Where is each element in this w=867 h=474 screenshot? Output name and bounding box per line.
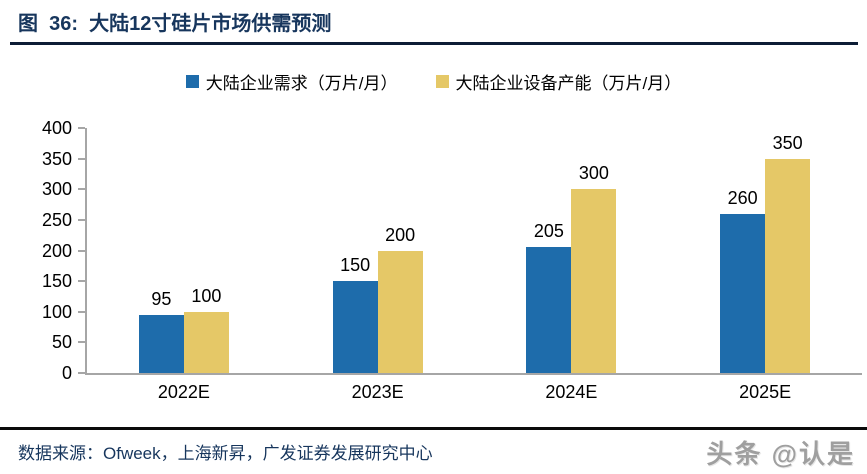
y-axis-label: 250 <box>41 209 72 230</box>
y-axis-tick <box>78 372 85 374</box>
watermark-text: 头条 @认是 <box>706 439 855 469</box>
legend-swatch-capacity <box>435 75 449 88</box>
bar-value-label: 100 <box>191 285 222 306</box>
bar-group-2023E: 150 200 2023E <box>281 128 475 402</box>
y-axis: 0 50 100 150 200 250 300 350 400 <box>0 118 85 383</box>
y-axis-label: 400 <box>41 118 72 138</box>
bar-demand-2022E: 95 <box>138 289 184 373</box>
legend-item-demand: 大陆企业需求（万片/月） <box>185 69 398 94</box>
x-axis-label-2024E: 2024E <box>545 382 598 402</box>
y-axis-tick <box>78 310 85 313</box>
y-axis-label: 200 <box>41 240 72 261</box>
bar-value-label: 95 <box>151 288 172 309</box>
bar-value-label: 300 <box>578 163 609 184</box>
bar-value-label: 150 <box>340 255 371 276</box>
y-axis-tick <box>78 280 85 283</box>
plot-area: 95 100 2022E 150 200 2023E 205 300 2024E 260 350 20… <box>85 128 862 402</box>
y-axis-label: 100 <box>41 301 72 322</box>
y-axis-tick <box>78 157 85 160</box>
bar-group-2025E: 260 350 2025E <box>668 128 862 402</box>
data-source-text: 数据来源：Ofweek，上海新昇，广发证券发展研究中心 <box>18 444 433 463</box>
y-axis-label: 150 <box>41 271 72 292</box>
bar-value-label: 350 <box>772 132 803 153</box>
bar-demand-2025E: 260 <box>720 188 766 373</box>
x-axis-label-2025E: 2025E <box>739 382 792 402</box>
y-axis-tick <box>78 127 85 129</box>
y-axis-label: 50 <box>51 332 72 353</box>
legend-label-capacity: 大陆企业设备产能（万片/月） <box>455 74 682 93</box>
bar-group-2022E: 95 100 2022E <box>87 128 281 402</box>
footer-divider <box>0 427 867 430</box>
bar-value-label: 205 <box>533 221 564 242</box>
legend-swatch-demand <box>185 75 199 88</box>
bar-capacity-2022E: 100 <box>183 286 229 373</box>
bar-capacity-2025E: 350 <box>765 133 811 373</box>
x-axis-label-2022E: 2022E <box>157 382 210 402</box>
y-axis-label: 300 <box>41 179 72 200</box>
title-divider <box>10 42 858 45</box>
legend-label-demand: 大陆企业需求（万片/月） <box>205 74 398 93</box>
bar-capacity-2023E: 200 <box>377 225 423 373</box>
y-axis-tick <box>78 188 85 191</box>
bar-value-label: 260 <box>727 187 758 208</box>
bar-value-label: 200 <box>385 224 416 245</box>
figure-title: 图 36: 大陆12寸硅片市场供需预测 <box>18 13 332 35</box>
bar-demand-2024E: 205 <box>526 221 572 373</box>
x-axis-label-2023E: 2023E <box>351 382 404 402</box>
bar-capacity-2024E: 300 <box>571 163 617 373</box>
bar-group-2024E: 205 300 2024E <box>475 128 669 402</box>
y-axis-label: 0 <box>61 363 72 383</box>
y-axis-label: 350 <box>41 148 72 169</box>
legend-item-capacity: 大陆企业设备产能（万片/月） <box>435 69 682 94</box>
bar-demand-2023E: 150 <box>332 255 378 373</box>
y-axis-tick <box>78 249 85 252</box>
chart-legend: 大陆企业需求（万片/月） 大陆企业设备产能（万片/月） <box>0 69 867 94</box>
y-axis-tick <box>78 218 85 221</box>
y-axis-tick <box>78 341 85 344</box>
